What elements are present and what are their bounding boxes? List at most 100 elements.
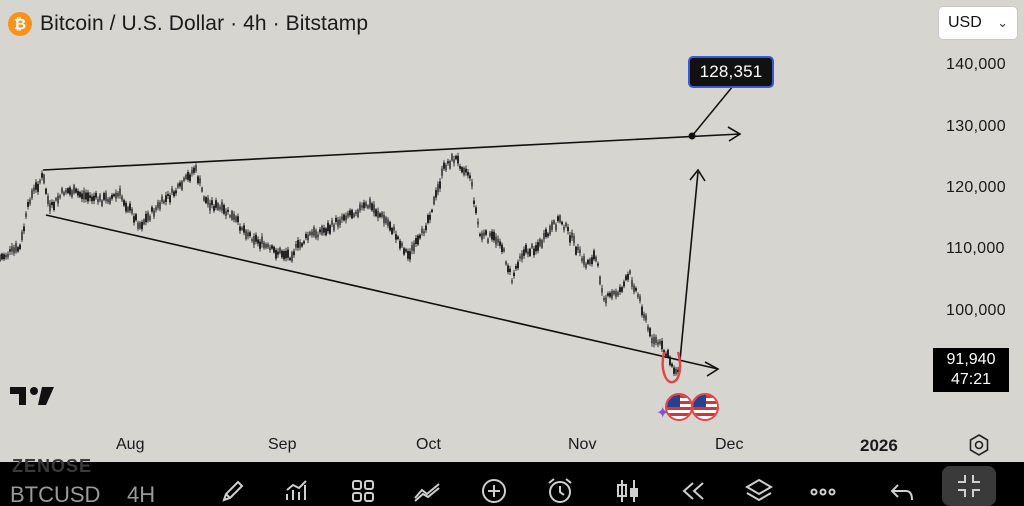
- candles-icon[interactable]: [613, 476, 643, 506]
- callout-anchor-point[interactable]: [688, 132, 696, 140]
- price-axis-label: 110,000: [946, 240, 1005, 257]
- candle-body: [489, 232, 491, 237]
- interval-button[interactable]: 4H: [127, 482, 156, 506]
- candle-body: [3, 254, 5, 260]
- candle-body: [189, 174, 191, 182]
- candle-body: [83, 190, 85, 200]
- candle-body: [397, 236, 399, 240]
- candle-body: [81, 193, 83, 199]
- target-price-callout[interactable]: 128,351: [688, 56, 774, 88]
- fullscreen-exit-icon[interactable]: [942, 466, 996, 506]
- candle-body: [435, 190, 437, 198]
- candle-body: [503, 248, 505, 252]
- candle-body: [25, 213, 27, 217]
- symbol-title[interactable]: Bitcoin / U.S. Dollar · 4h · Bitstamp: [40, 12, 369, 35]
- candle-body: [607, 293, 609, 296]
- candle-body: [525, 244, 527, 253]
- candle-body: [493, 231, 495, 241]
- candle-body: [283, 251, 285, 260]
- candle-body: [219, 206, 221, 210]
- candle-body: [7, 253, 9, 257]
- candle-body: [515, 266, 517, 269]
- plus-circle-icon[interactable]: [479, 476, 509, 506]
- upper-trendline[interactable]: [42, 133, 741, 171]
- candle-body: [505, 261, 507, 265]
- candle-body: [477, 221, 479, 225]
- lower-trendline[interactable]: [45, 214, 719, 370]
- currency-select[interactable]: USD ⌄: [938, 6, 1018, 40]
- tradingview-logo-icon[interactable]: [8, 383, 56, 409]
- alarm-icon[interactable]: [545, 476, 575, 506]
- candle-body: [559, 215, 561, 223]
- candle-body: [485, 230, 487, 235]
- candle-body: [547, 233, 549, 237]
- candle-body: [305, 233, 307, 239]
- more-icon[interactable]: [808, 476, 838, 506]
- candle-body: [33, 187, 35, 192]
- candle-body: [549, 225, 551, 235]
- candle-body: [65, 189, 67, 193]
- ticker-symbol[interactable]: BTCUSD: [10, 482, 101, 506]
- candle-body: [251, 239, 253, 242]
- candle-body: [671, 363, 673, 367]
- time-axis-label: Nov: [568, 436, 597, 453]
- price-chart[interactable]: [0, 0, 1024, 462]
- economic-events[interactable]: ✦: [656, 391, 726, 423]
- candle-body: [585, 263, 587, 268]
- candle-body: [99, 194, 101, 201]
- bitcoin-logo-icon: ₿: [8, 12, 32, 36]
- us-flag-event-icon[interactable]: [691, 393, 719, 421]
- candle-body: [87, 192, 89, 202]
- projection-arrow[interactable]: [679, 171, 699, 361]
- undo-icon[interactable]: [887, 476, 917, 506]
- symbol-header[interactable]: ₿ Bitcoin / U.S. Dollar · 4h · Bitstamp: [8, 10, 368, 38]
- candle-body: [91, 196, 93, 202]
- candle-body: [255, 234, 257, 242]
- settings-icon[interactable]: [967, 433, 991, 457]
- time-axis-label: Oct: [416, 436, 441, 453]
- candle-body: [179, 182, 181, 187]
- candle-body: [359, 204, 361, 211]
- candle-body: [475, 207, 477, 214]
- candle-body: [635, 287, 637, 291]
- candle-body: [409, 251, 411, 260]
- candle-body: [653, 336, 655, 345]
- candle-body: [151, 207, 153, 212]
- candle-body: [483, 232, 485, 236]
- candle-body: [645, 315, 647, 321]
- candle-body: [555, 224, 557, 231]
- candle-body: [427, 215, 429, 223]
- bottom-highlight-marker[interactable]: [661, 351, 682, 384]
- candle-body: [333, 224, 335, 231]
- candle-body: [369, 198, 371, 208]
- compare-icon[interactable]: [412, 476, 442, 506]
- last-price-value: 91,940: [946, 351, 996, 368]
- indicators-icon[interactable]: [282, 476, 312, 506]
- candle-body: [499, 241, 501, 246]
- candle-body: [451, 154, 453, 161]
- replay-icon[interactable]: [678, 476, 708, 506]
- layers-icon[interactable]: [744, 476, 774, 506]
- us-flag-event-icon[interactable]: [665, 393, 693, 421]
- candle-body: [487, 238, 489, 243]
- candle-body: [45, 188, 47, 194]
- candle-body: [395, 234, 397, 240]
- layouts-icon[interactable]: [348, 476, 378, 506]
- candle-body: [155, 207, 157, 211]
- candle-body: [335, 217, 337, 222]
- candle-body: [467, 171, 469, 176]
- chevron-down-icon: ⌄: [997, 15, 1008, 30]
- candle-body: [293, 251, 295, 256]
- candle-body: [511, 280, 513, 283]
- candle-body: [109, 197, 111, 204]
- candle-body: [531, 244, 533, 248]
- candle-body: [453, 159, 455, 164]
- chart-area[interactable]: ₿ Bitcoin / U.S. Dollar · 4h · Bitstamp …: [0, 0, 1024, 462]
- candlestick-series: [0, 152, 681, 377]
- candle-body: [591, 257, 593, 265]
- pencil-icon[interactable]: [218, 476, 248, 506]
- candle-body: [183, 177, 185, 181]
- candle-body: [551, 221, 553, 231]
- candle-body: [389, 221, 391, 231]
- candle-body: [649, 328, 651, 337]
